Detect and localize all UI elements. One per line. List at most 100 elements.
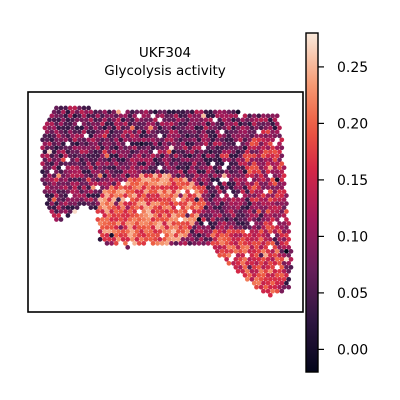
colorbar [305,32,319,373]
spot [72,145,78,151]
spot [182,185,188,190]
spot [113,185,119,190]
spot [272,133,278,139]
spot [132,201,137,206]
spot [224,225,229,230]
spot [249,229,255,234]
spot [238,129,243,135]
spot [143,149,149,155]
spot [187,145,193,151]
spot [173,137,179,143]
spot [150,169,156,175]
spot [146,217,151,222]
spot [185,221,190,226]
spot [100,233,105,238]
spot [238,264,243,270]
spot [277,141,282,147]
spot [111,109,117,115]
spot [129,149,135,155]
spot [60,157,66,163]
spot [182,217,188,222]
spot [106,205,112,210]
spot [274,288,280,294]
spot [109,169,114,175]
spot [113,145,119,151]
spot [79,173,85,179]
spot [247,137,252,143]
spot [251,169,257,175]
spot [201,113,206,119]
spot [106,149,112,155]
spot [212,237,218,242]
spot [238,177,243,183]
spot [249,260,255,266]
spot [267,229,273,234]
spot [166,197,172,202]
spot [134,117,140,123]
spot [180,117,186,123]
spot [166,221,172,226]
spot [228,241,234,246]
spot [109,177,114,183]
spot [162,237,167,242]
spot [261,256,266,262]
spot [74,133,80,139]
spot [198,157,204,163]
spot [251,272,257,278]
spot [194,125,200,131]
spot [118,185,124,190]
spot [141,161,147,167]
spot [175,133,181,139]
spot [155,153,160,159]
spot [194,133,200,139]
spot [81,145,87,151]
colorbar-ticks: 0.000.050.100.150.200.25 [318,60,368,358]
spot [129,125,135,131]
spot [284,241,289,246]
spot [150,225,156,230]
spot [210,225,216,230]
spot [249,165,255,171]
colorbar-tick-label: 0.05 [337,286,368,302]
spot [60,181,66,187]
spot [265,256,271,262]
spot [40,145,45,151]
spot [106,141,112,147]
spot [152,157,158,163]
spot [155,217,160,222]
spot [281,165,287,171]
spot [169,169,174,175]
spot [88,189,94,194]
spot [210,241,216,246]
spot [215,249,220,254]
spot [109,233,114,238]
spot [242,177,248,183]
chart-title: UKF304 [139,45,191,61]
spot [210,233,216,238]
spot [247,145,252,151]
spot [254,245,259,250]
spot [97,157,103,163]
spot [93,141,98,147]
spot [143,141,149,147]
spot [203,117,209,123]
spot [221,213,227,218]
spot [169,233,174,238]
spot [242,153,248,159]
spot [272,213,278,218]
spot [74,125,80,131]
spot [180,205,186,210]
spot [244,213,250,218]
spot [196,169,202,175]
spot [157,157,163,163]
spot [72,169,78,175]
spot [256,153,262,159]
spot [54,145,59,151]
spot [51,197,57,202]
spot [102,205,108,210]
spot [247,153,252,159]
spot [235,165,241,171]
spot [111,117,117,123]
spot [279,209,285,214]
spot [143,165,149,171]
